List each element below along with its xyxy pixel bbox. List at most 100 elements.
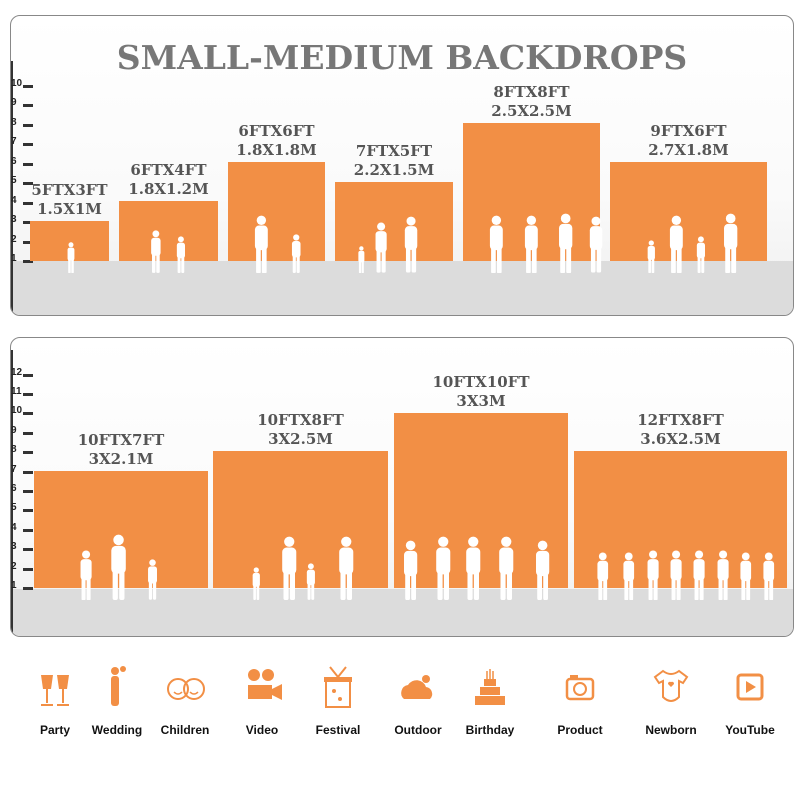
axis-tick-label: 7 bbox=[11, 463, 17, 475]
cloud-icon bbox=[401, 675, 433, 699]
use-newborn: Newborn bbox=[642, 665, 700, 738]
axis-tick bbox=[23, 451, 33, 455]
size-ft: 12FTX8FT bbox=[637, 411, 724, 429]
size-label: 7FTX5FT 2.2X1.5M bbox=[354, 142, 434, 180]
size-m: 3X3M bbox=[456, 392, 506, 410]
size-ft: 7FTX5FT bbox=[355, 142, 433, 160]
size-m: 1.5X1M bbox=[37, 200, 102, 218]
baby-onesie-icon bbox=[653, 669, 689, 702]
person-silhouette bbox=[724, 213, 738, 273]
axis-tick bbox=[23, 143, 33, 146]
axis-tick bbox=[23, 412, 33, 416]
axis-tick bbox=[23, 587, 33, 590]
size-ft: 10FTX8FT bbox=[257, 411, 344, 429]
size-m: 3X2.1M bbox=[88, 450, 154, 468]
backdrop-bar bbox=[228, 162, 325, 261]
use-youtube: YouTube bbox=[721, 665, 779, 738]
size-m: 1.8X1.2M bbox=[128, 180, 209, 198]
use-label: Birthday bbox=[465, 723, 515, 737]
backdrop-bar bbox=[119, 201, 218, 261]
axis-tick bbox=[23, 528, 33, 532]
axis-tick-label: 3 bbox=[11, 214, 17, 225]
use-label: Video bbox=[245, 723, 279, 737]
axis-tick-label: 9 bbox=[11, 424, 17, 436]
axis-tick-label: 5 bbox=[11, 175, 17, 186]
axis-tick-label: 10 bbox=[11, 405, 23, 417]
person-silhouette bbox=[740, 551, 752, 600]
use-label: Outdoor bbox=[394, 723, 442, 737]
person-silhouette bbox=[80, 550, 92, 600]
video-camera-icon bbox=[248, 669, 282, 700]
axis-tick bbox=[23, 567, 33, 571]
axis-tick-label: 3 bbox=[11, 541, 17, 553]
person-silhouette bbox=[252, 567, 260, 600]
size-m: 2.2X1.5M bbox=[353, 161, 435, 179]
axis-tick bbox=[23, 240, 33, 244]
axis-tick-label: 8 bbox=[11, 444, 17, 456]
person-silhouette bbox=[559, 213, 573, 273]
size-label: 9FTX6FT 2.7X1.8M bbox=[648, 122, 728, 160]
axis-tick bbox=[23, 84, 33, 88]
use-wedding: Wedding bbox=[88, 665, 146, 738]
axis-tick bbox=[23, 470, 33, 474]
axis-tick bbox=[23, 182, 33, 185]
person-silhouette bbox=[435, 536, 451, 600]
axis-tick bbox=[23, 373, 33, 377]
size-label: 10FTX7FT 3X2.1M bbox=[78, 431, 165, 469]
axis-tick-label: 2 bbox=[11, 233, 17, 245]
axis-tick-label: 8 bbox=[11, 116, 17, 128]
size-ft: 6FTX4FT bbox=[130, 161, 207, 179]
size-label: 8FTX8FT 2.5X2.5M bbox=[491, 83, 571, 121]
person-silhouette bbox=[465, 536, 481, 600]
person-silhouette bbox=[151, 230, 161, 273]
use-label: Festival bbox=[315, 723, 361, 737]
size-ft: 9FTX6FT bbox=[650, 122, 727, 140]
person-silhouette bbox=[669, 215, 683, 273]
small-medium-panel: SMALL-MEDIUM BACKDROPS 1 2 3 4 5 6 7 8 9 10 5FTX3F… bbox=[10, 15, 794, 316]
size-label: 12FTX8FT 3.6X2.5M bbox=[637, 411, 724, 449]
axis-tick-label: 5 bbox=[11, 502, 17, 514]
size-ft: 8FTX8FT bbox=[493, 83, 570, 101]
use-video: Video bbox=[233, 665, 291, 738]
backdrop-bar bbox=[610, 162, 767, 261]
children-faces-icon bbox=[167, 678, 205, 700]
large-panel: 1 2 3 4 5 6 7 8 9 10 11 12 10FTX7FT 3X2.1M 10FTX8FT 3X2… bbox=[10, 337, 794, 637]
axis-tick bbox=[23, 431, 33, 435]
person-silhouette bbox=[763, 551, 775, 600]
size-label: 10FTX8FT 3X2.5M bbox=[257, 411, 344, 449]
size-label: 10FTX10FT 3X3M bbox=[432, 373, 529, 411]
page-title: SMALL-MEDIUM BACKDROPS bbox=[116, 38, 688, 77]
size-label: 5FTX3FT 1.5X1M bbox=[31, 181, 107, 219]
person-silhouette bbox=[357, 245, 364, 273]
use-outdoor: Outdoor bbox=[389, 665, 447, 738]
axis-tick bbox=[23, 123, 33, 127]
axis-tick-label: 4 bbox=[11, 521, 17, 533]
person-silhouette bbox=[306, 563, 316, 600]
axis-tick-label: 6 bbox=[11, 483, 17, 494]
birthday-cake-icon bbox=[475, 669, 505, 705]
person-silhouette bbox=[536, 540, 550, 600]
axis-tick-label: 1 bbox=[11, 580, 17, 591]
axis-tick bbox=[23, 221, 33, 224]
person-silhouette bbox=[254, 215, 268, 273]
axis-tick-label: 11 bbox=[11, 386, 22, 397]
person-silhouette bbox=[670, 550, 682, 600]
size-ft: 10FTX7FT bbox=[77, 431, 165, 449]
axis-tick bbox=[23, 490, 33, 493]
size-label: 6FTX6FT 1.8X1.8M bbox=[236, 122, 316, 160]
use-children: Children bbox=[156, 665, 214, 738]
person-silhouette bbox=[647, 550, 659, 600]
person-silhouette bbox=[647, 240, 655, 273]
size-m: 3X2.5M bbox=[268, 430, 333, 448]
person-silhouette bbox=[524, 215, 538, 273]
axis-tick bbox=[23, 393, 33, 396]
size-ft: 5FTX3FT bbox=[31, 181, 108, 199]
axis-tick-label: 1 bbox=[11, 253, 17, 264]
axis-tick bbox=[23, 104, 33, 107]
use-party: Party bbox=[26, 665, 84, 738]
person-silhouette bbox=[375, 222, 387, 273]
size-m: 2.7X1.8M bbox=[648, 141, 729, 159]
person-silhouette bbox=[338, 536, 354, 600]
use-birthday: Birthday bbox=[461, 665, 519, 738]
camera-icon bbox=[565, 675, 595, 701]
